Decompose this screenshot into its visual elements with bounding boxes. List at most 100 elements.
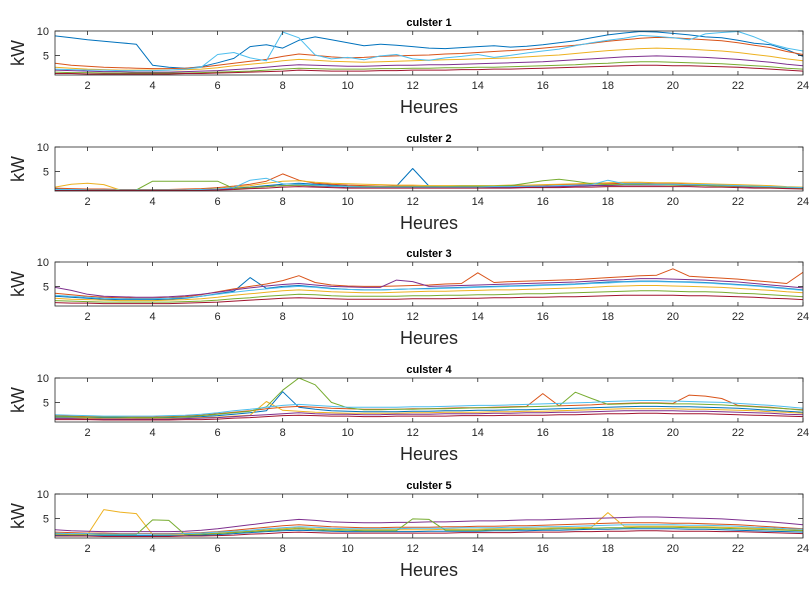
x-tick-label: 18 xyxy=(602,311,614,323)
x-tick-label: 22 xyxy=(732,80,744,92)
x-tick-label: 10 xyxy=(342,427,354,439)
x-tick-label: 20 xyxy=(667,80,679,92)
x-tick-label: 20 xyxy=(667,196,679,208)
x-tick-label: 8 xyxy=(280,311,286,323)
x-tick-label: 12 xyxy=(407,311,419,323)
x-tick-label: 16 xyxy=(537,427,549,439)
series-line-4 xyxy=(55,278,803,298)
series-line-7 xyxy=(55,412,803,421)
x-tick-label: 22 xyxy=(732,196,744,208)
x-axis-label: Heures xyxy=(400,97,458,117)
series-group xyxy=(55,268,803,305)
x-tick-label: 14 xyxy=(472,427,484,439)
x-tick-label: 10 xyxy=(342,311,354,323)
x-tick-label: 4 xyxy=(150,543,156,555)
x-tick-label: 12 xyxy=(407,80,419,92)
y-tick-label: 5 xyxy=(43,166,49,178)
x-tick-label: 2 xyxy=(84,80,90,92)
y-tick-label: 10 xyxy=(37,26,49,38)
x-tick-label: 24 xyxy=(797,427,809,439)
series-line-7 xyxy=(55,530,803,537)
x-axis-label: Heures xyxy=(400,328,458,348)
x-tick-label: 22 xyxy=(732,543,744,555)
x-tick-label: 4 xyxy=(150,311,156,323)
x-tick-label: 14 xyxy=(472,311,484,323)
x-tick-label: 16 xyxy=(537,311,549,323)
y-tick-label: 10 xyxy=(37,373,49,385)
panel-title: culster 5 xyxy=(406,480,451,492)
series-line-7 xyxy=(55,186,803,191)
panel-title: culster 2 xyxy=(406,133,451,145)
x-tick-label: 6 xyxy=(215,543,221,555)
series-line-3 xyxy=(55,509,803,536)
x-tick-label: 24 xyxy=(797,196,809,208)
x-tick-label: 18 xyxy=(602,427,614,439)
y-tick-label: 10 xyxy=(37,142,49,154)
x-tick-label: 2 xyxy=(84,311,90,323)
y-tick-label: 10 xyxy=(37,257,49,269)
x-tick-label: 6 xyxy=(215,196,221,208)
x-tick-label: 10 xyxy=(342,543,354,555)
panel-title: culster 4 xyxy=(406,364,452,376)
series-line-6 xyxy=(55,281,803,300)
plot-frame xyxy=(54,30,804,76)
x-tick-label: 8 xyxy=(280,196,286,208)
x-tick-label: 4 xyxy=(150,427,156,439)
x-tick-label: 6 xyxy=(215,311,221,323)
y-axis-label: kW xyxy=(8,387,28,413)
series-line-4 xyxy=(55,55,803,73)
y-axis-label: kW xyxy=(8,40,28,66)
x-tick-label: 8 xyxy=(280,80,286,92)
series-line-5 xyxy=(55,378,803,419)
series-line-6 xyxy=(55,31,803,72)
y-tick-label: 5 xyxy=(43,50,49,62)
x-tick-label: 16 xyxy=(537,196,549,208)
y-tick-label: 10 xyxy=(37,489,49,501)
panel-title: culster 1 xyxy=(406,17,451,29)
series-line-7 xyxy=(55,294,803,305)
x-tick-label: 6 xyxy=(215,427,221,439)
x-tick-label: 16 xyxy=(537,80,549,92)
y-tick-label: 5 xyxy=(43,397,49,409)
x-tick-label: 20 xyxy=(667,311,679,323)
x-tick-label: 22 xyxy=(732,311,744,323)
y-tick-label: 5 xyxy=(43,513,49,525)
series-line-6 xyxy=(55,524,803,535)
x-tick-label: 24 xyxy=(797,311,809,323)
series-line-5 xyxy=(55,518,803,536)
x-tick-label: 20 xyxy=(667,543,679,555)
x-tick-label: 12 xyxy=(407,543,419,555)
plot-frame xyxy=(54,377,804,423)
x-tick-label: 14 xyxy=(472,80,484,92)
series-group xyxy=(55,31,803,75)
x-axis-label: Heures xyxy=(400,444,458,464)
x-tick-label: 18 xyxy=(602,196,614,208)
x-axis-label: Heures xyxy=(400,560,458,580)
x-tick-label: 12 xyxy=(407,196,419,208)
x-tick-label: 24 xyxy=(797,80,809,92)
y-axis-label: kW xyxy=(8,156,28,182)
series-group xyxy=(55,168,803,191)
y-tick-label: 5 xyxy=(43,281,49,293)
x-tick-label: 4 xyxy=(150,80,156,92)
series-line-5 xyxy=(55,290,803,303)
x-tick-label: 2 xyxy=(84,196,90,208)
x-tick-label: 6 xyxy=(215,80,221,92)
plot-frame xyxy=(54,261,804,307)
series-line-7 xyxy=(55,64,803,75)
series-line-2 xyxy=(55,36,803,70)
series-line-1 xyxy=(55,528,803,537)
x-tick-label: 18 xyxy=(602,80,614,92)
x-tick-label: 16 xyxy=(537,543,549,555)
panel-title: culster 3 xyxy=(406,248,451,260)
series-line-4 xyxy=(55,410,803,420)
x-axis-label: Heures xyxy=(400,213,458,233)
x-tick-label: 14 xyxy=(472,196,484,208)
